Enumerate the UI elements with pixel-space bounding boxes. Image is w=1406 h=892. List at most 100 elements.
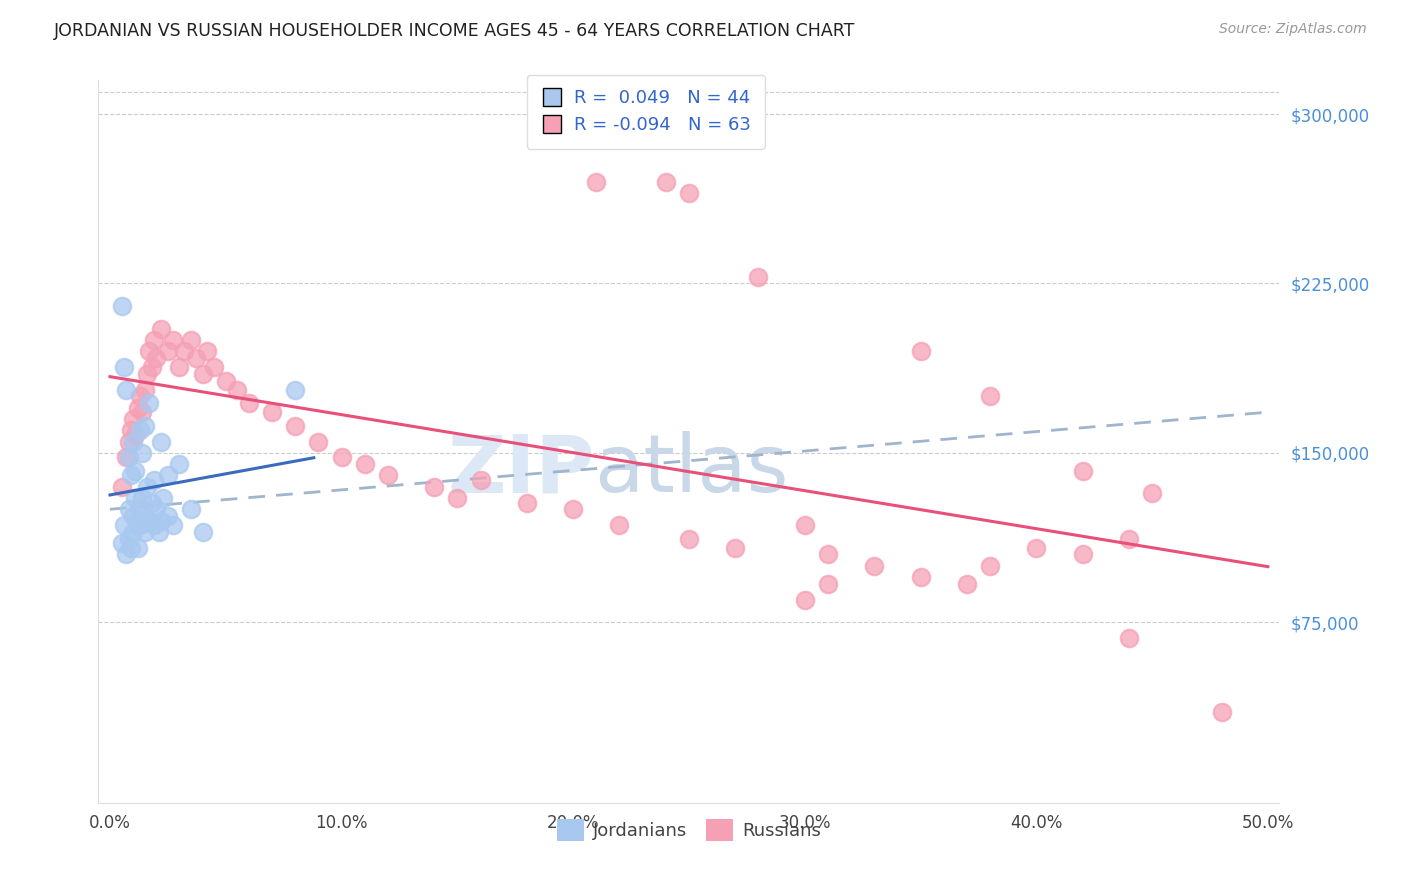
Point — [122, 412, 145, 426]
Point — [1071, 464, 1094, 478]
Point — [136, 367, 159, 381]
Point — [215, 374, 238, 388]
Point — [585, 175, 607, 189]
Point — [115, 383, 138, 397]
Point — [330, 450, 353, 465]
Point — [307, 434, 329, 449]
Point — [138, 344, 160, 359]
Point — [115, 548, 138, 562]
Point — [117, 532, 139, 546]
Point — [1118, 532, 1140, 546]
Point — [910, 570, 932, 584]
Point — [134, 383, 156, 397]
Point — [446, 491, 468, 505]
Point — [110, 536, 132, 550]
Point — [377, 468, 399, 483]
Point — [979, 558, 1001, 573]
Point — [129, 423, 152, 437]
Point — [122, 509, 145, 524]
Point — [115, 450, 138, 465]
Point — [134, 524, 156, 539]
Point — [124, 427, 146, 442]
Point — [141, 495, 163, 509]
Point — [117, 502, 139, 516]
Point — [129, 518, 152, 533]
Point — [143, 473, 166, 487]
Point — [134, 509, 156, 524]
Point — [169, 457, 191, 471]
Point — [134, 418, 156, 433]
Point — [863, 558, 886, 573]
Point — [793, 518, 815, 533]
Point — [131, 491, 153, 505]
Point — [145, 502, 167, 516]
Point — [1025, 541, 1047, 555]
Text: JORDANIAN VS RUSSIAN HOUSEHOLDER INCOME AGES 45 - 64 YEARS CORRELATION CHART: JORDANIAN VS RUSSIAN HOUSEHOLDER INCOME … — [53, 22, 855, 40]
Point — [817, 576, 839, 591]
Point — [262, 405, 284, 419]
Point — [226, 383, 249, 397]
Point — [149, 321, 172, 335]
Point — [156, 509, 179, 524]
Point — [117, 434, 139, 449]
Point — [516, 495, 538, 509]
Point — [173, 344, 195, 359]
Point — [112, 359, 135, 374]
Point — [143, 333, 166, 347]
Point — [131, 446, 153, 460]
Point — [609, 518, 631, 533]
Point — [817, 548, 839, 562]
Point — [191, 524, 214, 539]
Point — [180, 502, 202, 516]
Point — [747, 269, 769, 284]
Point — [353, 457, 375, 471]
Point — [470, 473, 492, 487]
Point — [956, 576, 979, 591]
Point — [724, 541, 747, 555]
Point — [284, 383, 307, 397]
Point — [120, 541, 142, 555]
Point — [152, 491, 174, 505]
Point — [156, 468, 179, 483]
Point — [562, 502, 585, 516]
Point — [202, 359, 225, 374]
Point — [180, 333, 202, 347]
Point — [184, 351, 207, 365]
Point — [127, 401, 149, 415]
Point — [149, 514, 172, 528]
Point — [127, 518, 149, 533]
Point — [162, 518, 184, 533]
Point — [127, 541, 149, 555]
Point — [655, 175, 678, 189]
Point — [136, 480, 159, 494]
Point — [169, 359, 191, 374]
Point — [793, 592, 815, 607]
Text: atlas: atlas — [595, 432, 789, 509]
Point — [1118, 631, 1140, 645]
Point — [122, 524, 145, 539]
Legend: Jordanians, Russians: Jordanians, Russians — [550, 812, 828, 848]
Point — [112, 518, 135, 533]
Point — [138, 396, 160, 410]
Point — [129, 502, 152, 516]
Point — [124, 491, 146, 505]
Point — [110, 480, 132, 494]
Point — [120, 423, 142, 437]
Point — [1071, 548, 1094, 562]
Point — [162, 333, 184, 347]
Point — [143, 518, 166, 533]
Point — [120, 468, 142, 483]
Point — [195, 344, 218, 359]
Point — [131, 405, 153, 419]
Point — [979, 389, 1001, 403]
Point — [124, 464, 146, 478]
Point — [191, 367, 214, 381]
Point — [141, 359, 163, 374]
Point — [1140, 486, 1163, 500]
Point — [910, 344, 932, 359]
Point — [284, 418, 307, 433]
Point — [129, 389, 152, 403]
Point — [117, 450, 139, 465]
Point — [148, 524, 170, 539]
Point — [678, 186, 700, 201]
